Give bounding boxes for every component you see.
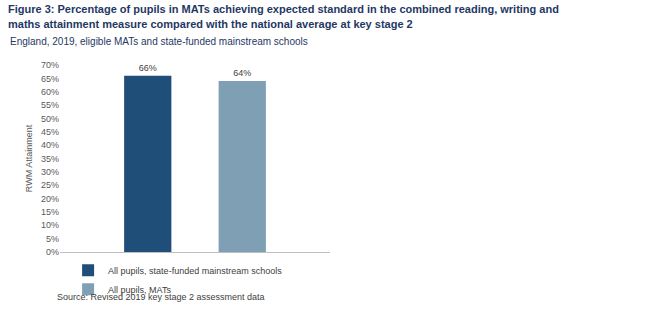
svg-text:40%: 40% [41,140,59,150]
svg-text:Source: Revised 2019 key stage: Source: Revised 2019 key stage 2 assessm… [57,292,265,302]
svg-text:50%: 50% [41,114,59,124]
svg-text:64%: 64% [233,68,251,78]
svg-text:15%: 15% [41,207,59,217]
svg-text:60%: 60% [41,87,59,97]
svg-text:70%: 70% [41,60,59,70]
svg-text:0%: 0% [46,247,59,257]
svg-text:All pupils, state-funded mains: All pupils, state-funded mainstream scho… [108,266,282,276]
svg-text:England, 2019, eligible MATs a: England, 2019, eligible MATs and state-f… [10,36,308,47]
svg-text:5%: 5% [46,234,59,244]
svg-text:Figure 3: Percentage of pupils: Figure 3: Percentage of pupils in MATs a… [8,3,559,29]
svg-text:20%: 20% [41,194,59,204]
svg-text:25%: 25% [41,180,59,190]
svg-text:All pupils, MATs: All pupils, MATs [108,285,171,295]
svg-text:30%: 30% [41,167,59,177]
svg-text:10%: 10% [41,220,59,230]
svg-text:65%: 65% [41,74,59,84]
svg-text:55%: 55% [41,100,59,110]
svg-text:35%: 35% [41,154,59,164]
svg-text:45%: 45% [41,127,59,137]
svg-text:RWM Attainment: RWM Attainment [24,124,34,192]
svg-text:66%: 66% [139,63,157,73]
